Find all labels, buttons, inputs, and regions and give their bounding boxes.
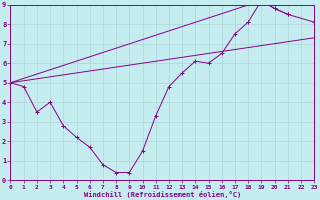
- X-axis label: Windchill (Refroidissement éolien,°C): Windchill (Refroidissement éolien,°C): [84, 191, 241, 198]
